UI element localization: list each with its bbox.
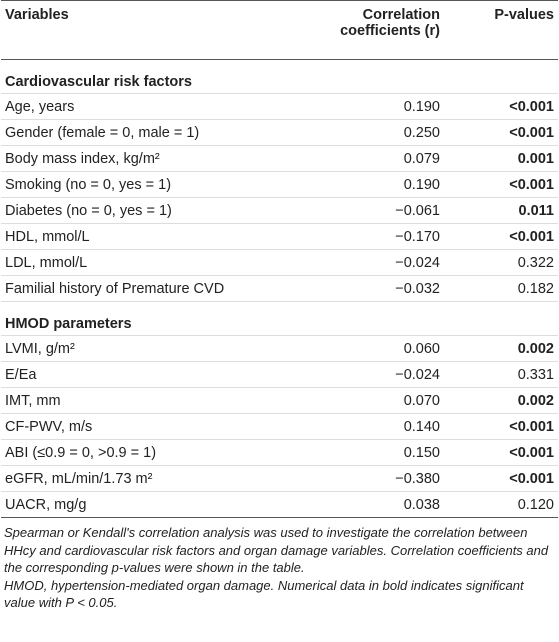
- variable-cell: Familial history of Premature CVD: [1, 275, 306, 302]
- header-row: Variables Correlation coefficients (r) P…: [1, 0, 558, 60]
- section-title: HMOD parameters: [1, 301, 558, 336]
- header-cell: Variables: [1, 0, 306, 60]
- correlation-cell: 0.038: [306, 491, 450, 518]
- p-value-cell: 0.001: [450, 145, 558, 172]
- correlation-cell: 0.070: [306, 387, 450, 414]
- p-value-cell: <0.001: [450, 413, 558, 440]
- footnote: Spearman or Kendall's correlation analys…: [4, 525, 549, 575]
- p-value-cell: 0.322: [450, 249, 558, 276]
- p-value-cell: 0.120: [450, 491, 558, 518]
- data-row: eGFR, mL/min/1.73 m² −0.380 <0.001: [1, 465, 558, 492]
- variable-cell: CF-PWV, m/s: [1, 413, 306, 440]
- data-table: Variables Correlation coefficients (r) P…: [1, 0, 558, 518]
- data-row: Age, years 0.190 <0.001: [1, 93, 558, 120]
- variable-cell: IMT, mm: [1, 387, 306, 414]
- variable-cell: ABI (≤0.9 = 0, >0.9 = 1): [1, 439, 306, 466]
- variable-cell: UACR, mg/g: [1, 491, 306, 518]
- data-row: UACR, mg/g 0.038 0.120: [1, 491, 558, 518]
- variable-cell: Diabetes (no = 0, yes = 1): [1, 197, 306, 224]
- correlation-cell: −0.170: [306, 223, 450, 250]
- variable-cell: HDL, mmol/L: [1, 223, 306, 250]
- correlation-cell: −0.024: [306, 249, 450, 276]
- section-row: HMOD parameters: [1, 301, 558, 336]
- correlation-cell: 0.060: [306, 335, 450, 362]
- data-row: LDL, mmol/L −0.024 0.322: [1, 249, 558, 276]
- p-value-cell: 0.011: [450, 197, 558, 224]
- variable-cell: Body mass index, kg/m²: [1, 145, 306, 172]
- data-row: IMT, mm 0.070 0.002: [1, 387, 558, 414]
- correlation-cell: 0.190: [306, 93, 450, 120]
- p-value-cell: <0.001: [450, 223, 558, 250]
- p-value-cell: 0.002: [450, 387, 558, 414]
- data-row: ABI (≤0.9 = 0, >0.9 = 1) 0.150 <0.001: [1, 439, 558, 466]
- data-row: Gender (female = 0, male = 1) 0.250 <0.001: [1, 119, 558, 146]
- data-row: HDL, mmol/L −0.170 <0.001: [1, 223, 558, 250]
- p-value-cell: 0.182: [450, 275, 558, 302]
- p-value-cell: <0.001: [450, 93, 558, 120]
- correlation-cell: 0.079: [306, 145, 450, 172]
- data-row: CF-PWV, m/s 0.140 <0.001: [1, 413, 558, 440]
- variable-cell: Age, years: [1, 93, 306, 120]
- variable-cell: LVMI, g/m²: [1, 335, 306, 362]
- p-value-cell: 0.331: [450, 361, 558, 388]
- correlation-cell: −0.380: [306, 465, 450, 492]
- p-value-cell: <0.001: [450, 171, 558, 198]
- variable-cell: eGFR, mL/min/1.73 m²: [1, 465, 306, 492]
- footnotes: Spearman or Kendall's correlation analys…: [4, 524, 555, 612]
- variable-cell: LDL, mmol/L: [1, 249, 306, 276]
- section-row: Cardiovascular risk factors: [1, 59, 558, 94]
- data-row: E/Ea −0.024 0.331: [1, 361, 558, 388]
- header-cell: Correlation coefficients (r): [306, 0, 450, 60]
- correlation-cell: 0.150: [306, 439, 450, 466]
- data-row: Diabetes (no = 0, yes = 1) −0.061 0.011: [1, 197, 558, 224]
- p-value-cell: <0.001: [450, 465, 558, 492]
- correlation-cell: 0.190: [306, 171, 450, 198]
- p-value-cell: <0.001: [450, 119, 558, 146]
- correlation-cell: −0.032: [306, 275, 450, 302]
- variable-cell: Gender (female = 0, male = 1): [1, 119, 306, 146]
- data-row: Body mass index, kg/m² 0.079 0.001: [1, 145, 558, 172]
- header-cell: P-values: [450, 0, 558, 60]
- section-title: Cardiovascular risk factors: [1, 59, 558, 94]
- footnote: HMOD, hypertension-mediated organ damage…: [4, 577, 524, 611]
- variable-cell: Smoking (no = 0, yes = 1): [1, 171, 306, 198]
- data-row: Familial history of Premature CVD −0.032 0…: [1, 275, 558, 302]
- data-row: Smoking (no = 0, yes = 1) 0.190 <0.001: [1, 171, 558, 198]
- data-row: LVMI, g/m² 0.060 0.002: [1, 335, 558, 362]
- variable-cell: E/Ea: [1, 361, 306, 388]
- correlation-cell: −0.061: [306, 197, 450, 224]
- p-value-cell: 0.002: [450, 335, 558, 362]
- correlation-cell: 0.140: [306, 413, 450, 440]
- correlation-cell: −0.024: [306, 361, 450, 388]
- table-body: Cardiovascular risk factors Age, years 0.1…: [1, 59, 558, 518]
- p-value-cell: <0.001: [450, 439, 558, 466]
- correlation-cell: 0.250: [306, 119, 450, 146]
